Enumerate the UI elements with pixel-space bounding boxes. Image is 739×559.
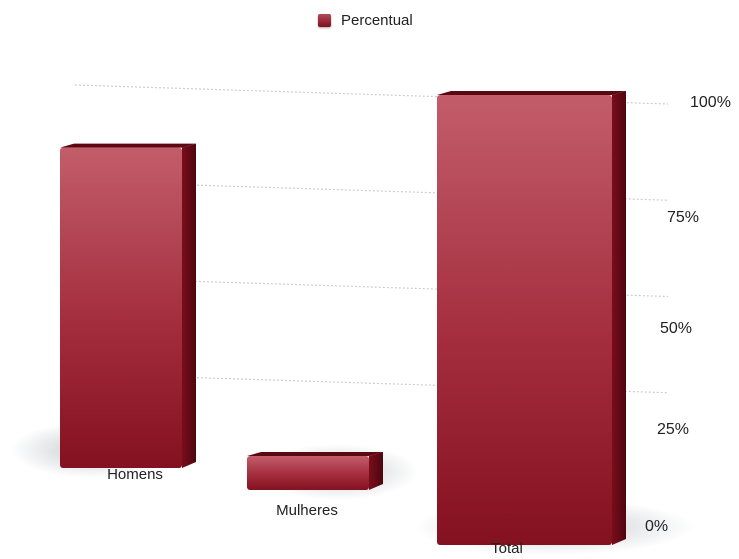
y-tick-label: 0% (645, 518, 668, 535)
y-tick-label: 75% (667, 209, 699, 226)
bar (247, 456, 369, 490)
x-category-label: Homens (107, 466, 163, 483)
y-tick-label: 25% (657, 421, 689, 438)
x-category-label: Total (491, 540, 523, 557)
y-tick-label: 50% (660, 320, 692, 337)
bars (60, 91, 626, 545)
bar (437, 95, 612, 545)
y-tick-label: 100% (690, 94, 731, 111)
x-category-label: Mulheres (276, 502, 338, 519)
gridline (74, 84, 669, 105)
bar-top (437, 91, 626, 95)
bar-side (612, 91, 626, 545)
category-labels: Homens Mulheres Total (107, 466, 523, 557)
legend-label: Percentual (341, 12, 413, 29)
bar-side (369, 452, 383, 490)
bar-top (247, 452, 383, 456)
bar (60, 147, 182, 468)
legend-swatch (318, 14, 331, 27)
bar-side (182, 143, 196, 468)
y-axis-ticks: 0% 25% 50% 75% 100% (645, 94, 731, 535)
bar-top (60, 143, 196, 148)
chart-legend: Percentual (318, 12, 413, 29)
